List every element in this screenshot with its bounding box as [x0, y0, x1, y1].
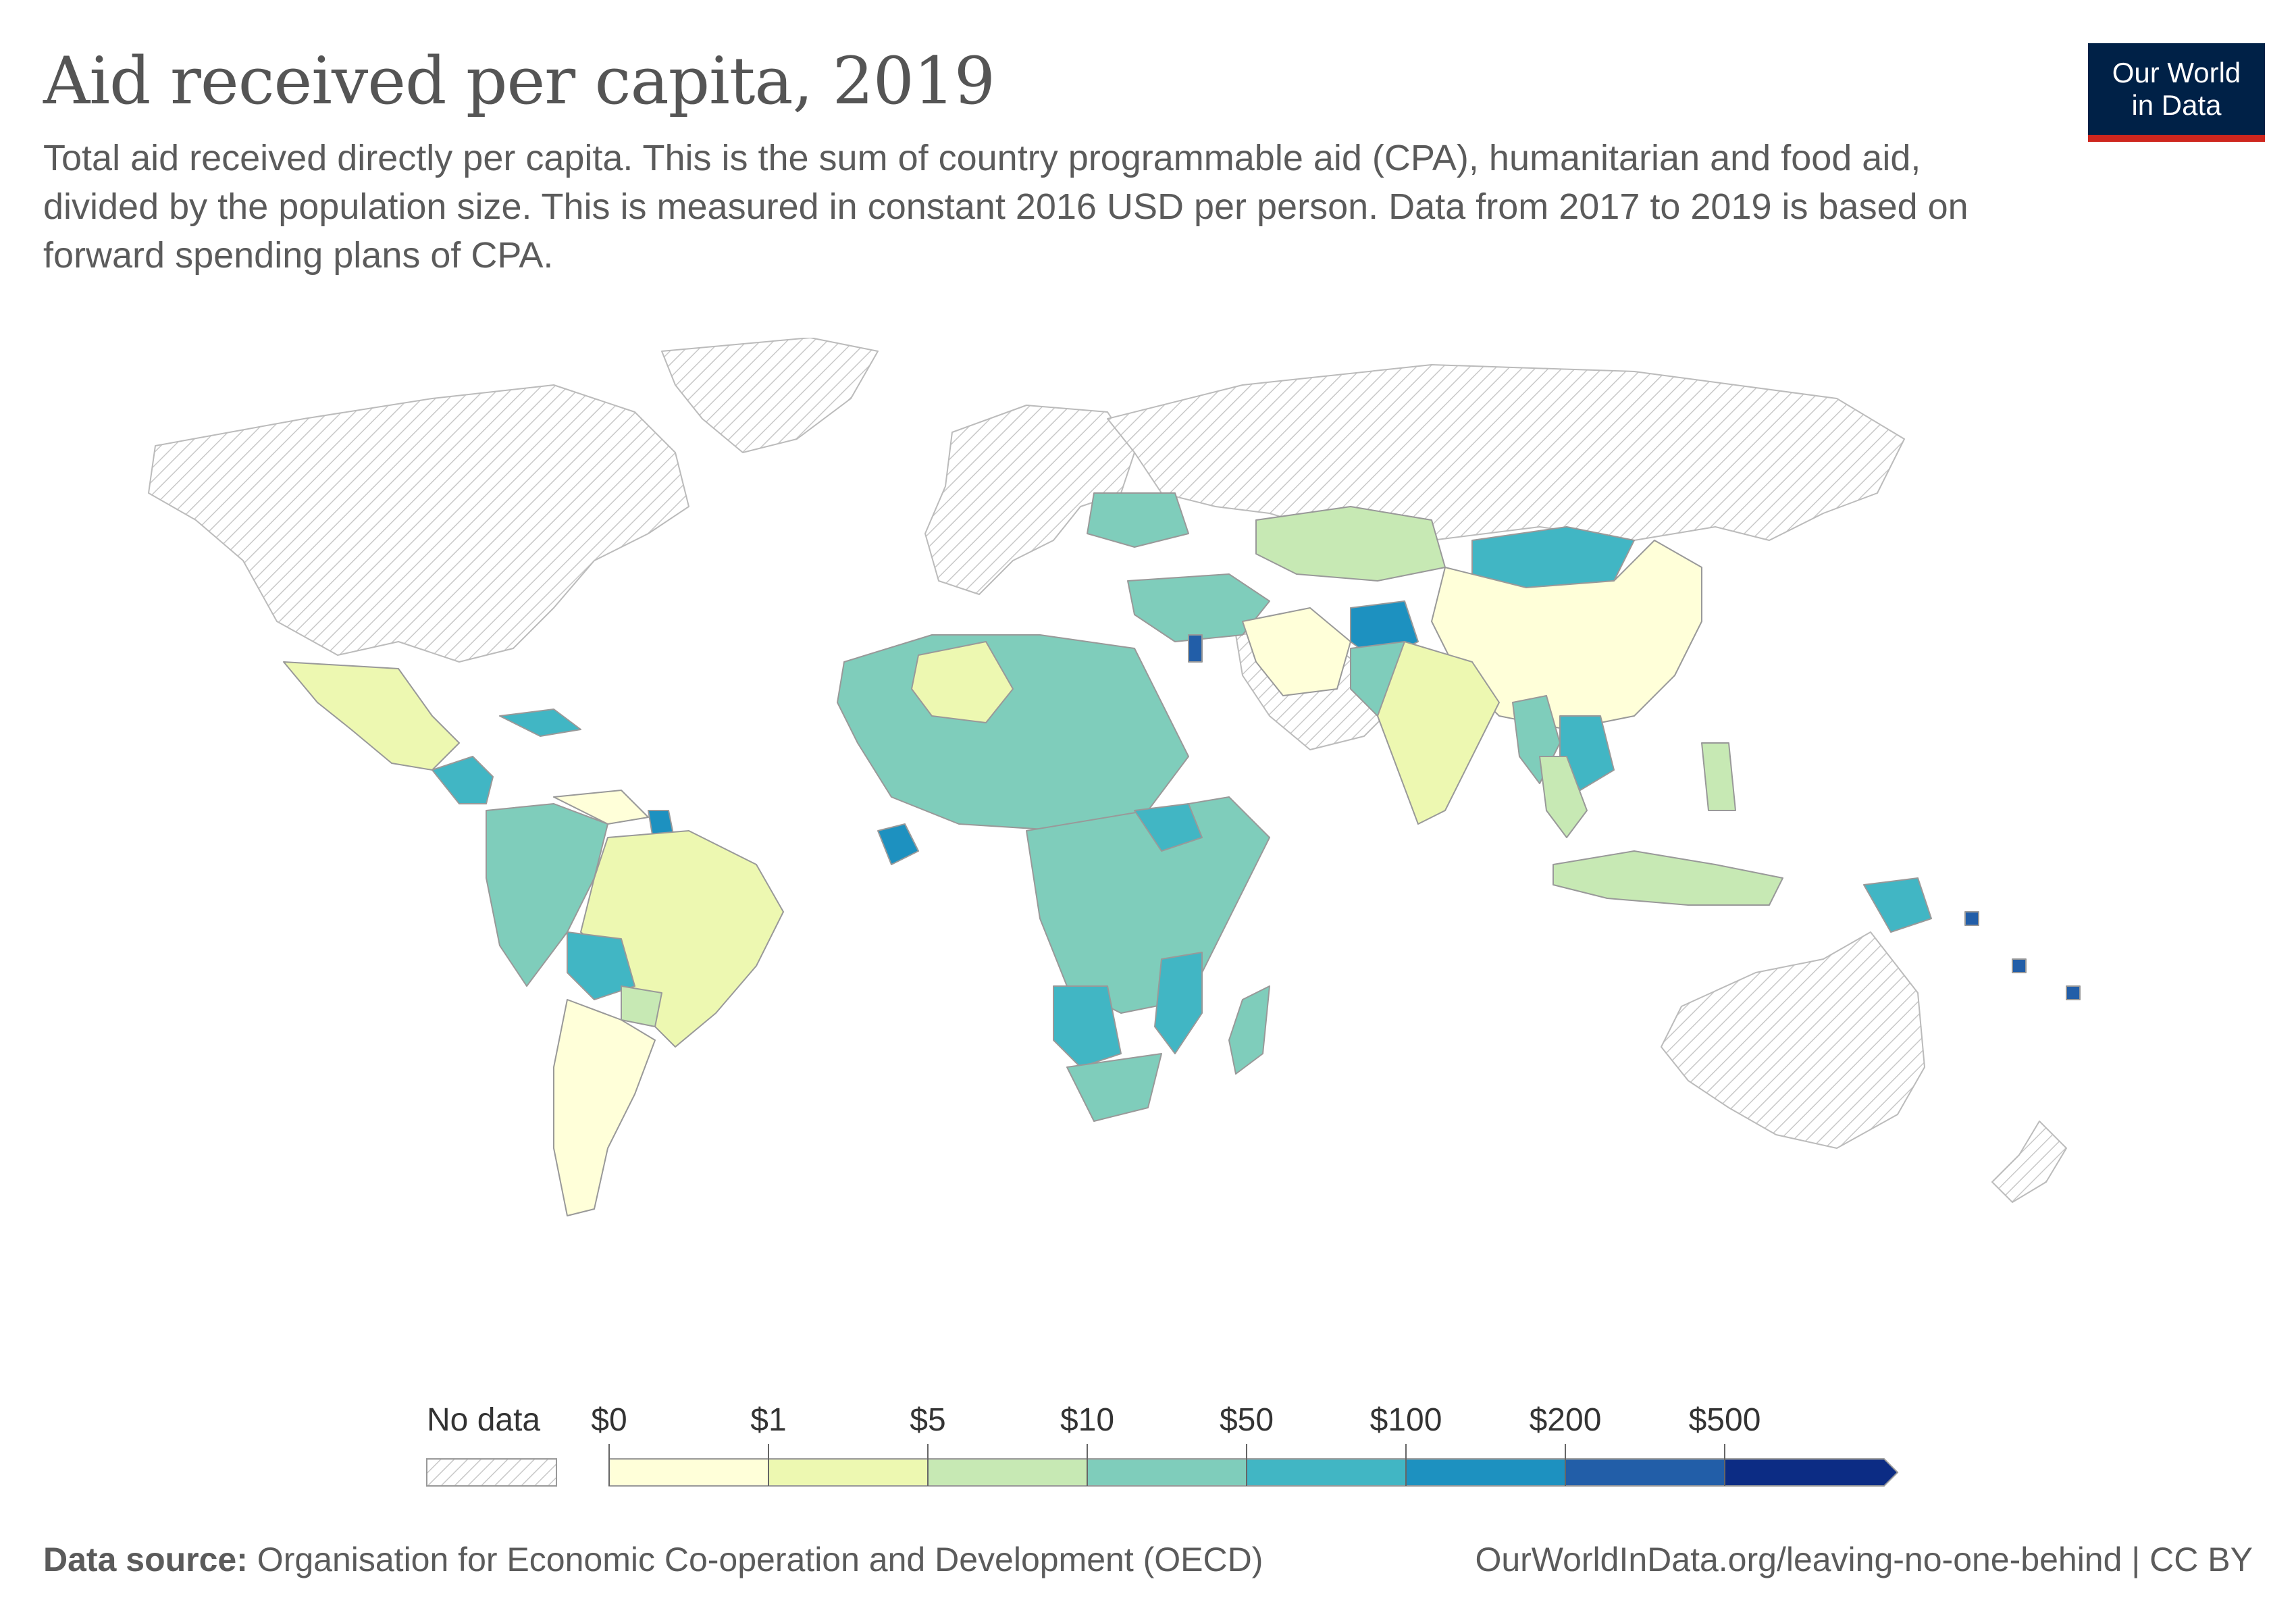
- owid-logo[interactable]: Our World in Data: [2088, 43, 2265, 142]
- legend-bin-label: $200: [1530, 1402, 1602, 1438]
- legend-swatch: [768, 1458, 929, 1487]
- world-map[interactable]: [81, 337, 2107, 1351]
- legend-swatch: [1087, 1458, 1247, 1487]
- region-new-zealand[interactable]: [1991, 1121, 2067, 1203]
- region-southern-africa[interactable]: [1066, 1053, 1162, 1122]
- region-russia[interactable]: [1107, 364, 1905, 541]
- legend-swatch: [1246, 1458, 1407, 1487]
- legend-swatch: [1565, 1458, 1725, 1487]
- region-south-sudan[interactable]: [1134, 803, 1203, 852]
- region-europe[interactable]: [924, 405, 1135, 595]
- region-vietnam-thailand[interactable]: [1539, 756, 1588, 838]
- logo-line-2: in Data: [2131, 89, 2222, 121]
- legend-bin-label: $10: [1060, 1402, 1114, 1438]
- legend-swatch: [927, 1458, 1088, 1487]
- legend-no-data-swatch: [426, 1458, 557, 1487]
- region-papua-new-guinea[interactable]: [1863, 877, 1932, 933]
- region-north-west-africa[interactable]: [837, 634, 1189, 831]
- legend-swatch: [608, 1458, 769, 1487]
- region-madagascar[interactable]: [1228, 985, 1270, 1075]
- source-text: Organisation for Economic Co-operation a…: [257, 1541, 1263, 1578]
- region-bolivia[interactable]: [567, 931, 635, 1000]
- region-turkey-middle-east[interactable]: [1127, 573, 1270, 642]
- legend-bin-label: $50: [1220, 1402, 1274, 1438]
- region-kazakhstan[interactable]: [1255, 506, 1446, 582]
- region-caribbean[interactable]: [499, 709, 581, 737]
- region-mexico[interactable]: [283, 661, 460, 771]
- color-legend: No data $0 $1 $5 $10 $50 $100 $200 $500: [0, 1391, 2296, 1506]
- region-central-east-africa[interactable]: [1026, 796, 1270, 1014]
- region-argentina-chile[interactable]: [553, 999, 656, 1216]
- region-pacific-islands[interactable]: [1964, 911, 2081, 1000]
- region-brazil[interactable]: [580, 830, 784, 1048]
- legend-swatch: [1405, 1458, 1566, 1487]
- region-algeria[interactable]: [911, 641, 1014, 723]
- region-venezuela[interactable]: [553, 790, 649, 825]
- region-iran[interactable]: [1242, 607, 1351, 696]
- region-indonesia[interactable]: [1553, 850, 1783, 906]
- legend-bin-label: $100: [1370, 1402, 1442, 1438]
- logo-line-1: Our World: [2112, 57, 2241, 88]
- data-source: Data source: Organisation for Economic C…: [43, 1540, 1263, 1579]
- source-url[interactable]: OurWorldInData.org/leaving-no-one-behind…: [1475, 1541, 2253, 1578]
- region-mongolia[interactable]: [1471, 526, 1635, 588]
- legend-swatch: [1724, 1458, 1899, 1487]
- source-label: Data source:: [43, 1541, 248, 1578]
- legend-bin-label: $500: [1689, 1402, 1761, 1438]
- region-india[interactable]: [1377, 641, 1500, 825]
- region-north-america[interactable]: [148, 384, 689, 663]
- legend-bin-label: $0: [591, 1402, 627, 1438]
- region-laos-cambodia[interactable]: [1559, 715, 1615, 791]
- region-paraguay[interactable]: [621, 985, 662, 1027]
- region-mozambique-malawi[interactable]: [1154, 952, 1203, 1054]
- region-namibia-botswana[interactable]: [1053, 985, 1122, 1068]
- legend-no-data-label: No data: [427, 1402, 540, 1438]
- region-ukraine-belarus[interactable]: [1087, 492, 1189, 548]
- region-central-america[interactable]: [432, 756, 494, 804]
- region-jordan[interactable]: [1188, 634, 1203, 663]
- chart-subtitle: Total aid received directly per capita. …: [43, 138, 1968, 276]
- region-greenland[interactable]: [661, 337, 879, 453]
- legend-bin-label: $1: [750, 1402, 786, 1438]
- chart-title: Aid received per capita, 2019: [43, 43, 995, 119]
- region-australia[interactable]: [1661, 931, 1925, 1149]
- region-philippines[interactable]: [1701, 742, 1736, 811]
- legend-bin-label: $5: [910, 1402, 945, 1438]
- region-liberia-sierra-leone[interactable]: [877, 823, 919, 865]
